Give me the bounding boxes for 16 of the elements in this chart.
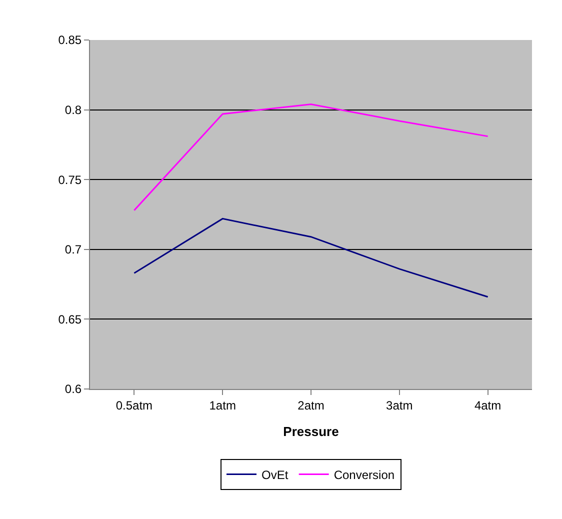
x-tick-label: 3atm	[386, 398, 413, 412]
y-tick-label: 0.75	[58, 172, 82, 187]
y-tick-label: 0.8	[64, 103, 82, 117]
x-tick-label: 0.5atm	[116, 398, 153, 412]
line-series	[133, 103, 489, 212]
x-tick-label: 1atm	[209, 398, 236, 412]
y-tick-label: 0.65	[58, 312, 82, 326]
y-tick-label: 0.85	[58, 33, 82, 48]
legend-label: Conversion	[334, 468, 395, 482]
line-series	[133, 218, 489, 298]
y-tick-label: 0.6	[64, 382, 82, 396]
x-axis-title: Pressure	[283, 424, 339, 439]
legend-label: OvEt	[262, 468, 289, 482]
x-tick-label: 4atm	[474, 398, 502, 412]
x-tick-label: 2atm	[298, 398, 324, 412]
y-tick-label: 0.7	[64, 242, 82, 257]
